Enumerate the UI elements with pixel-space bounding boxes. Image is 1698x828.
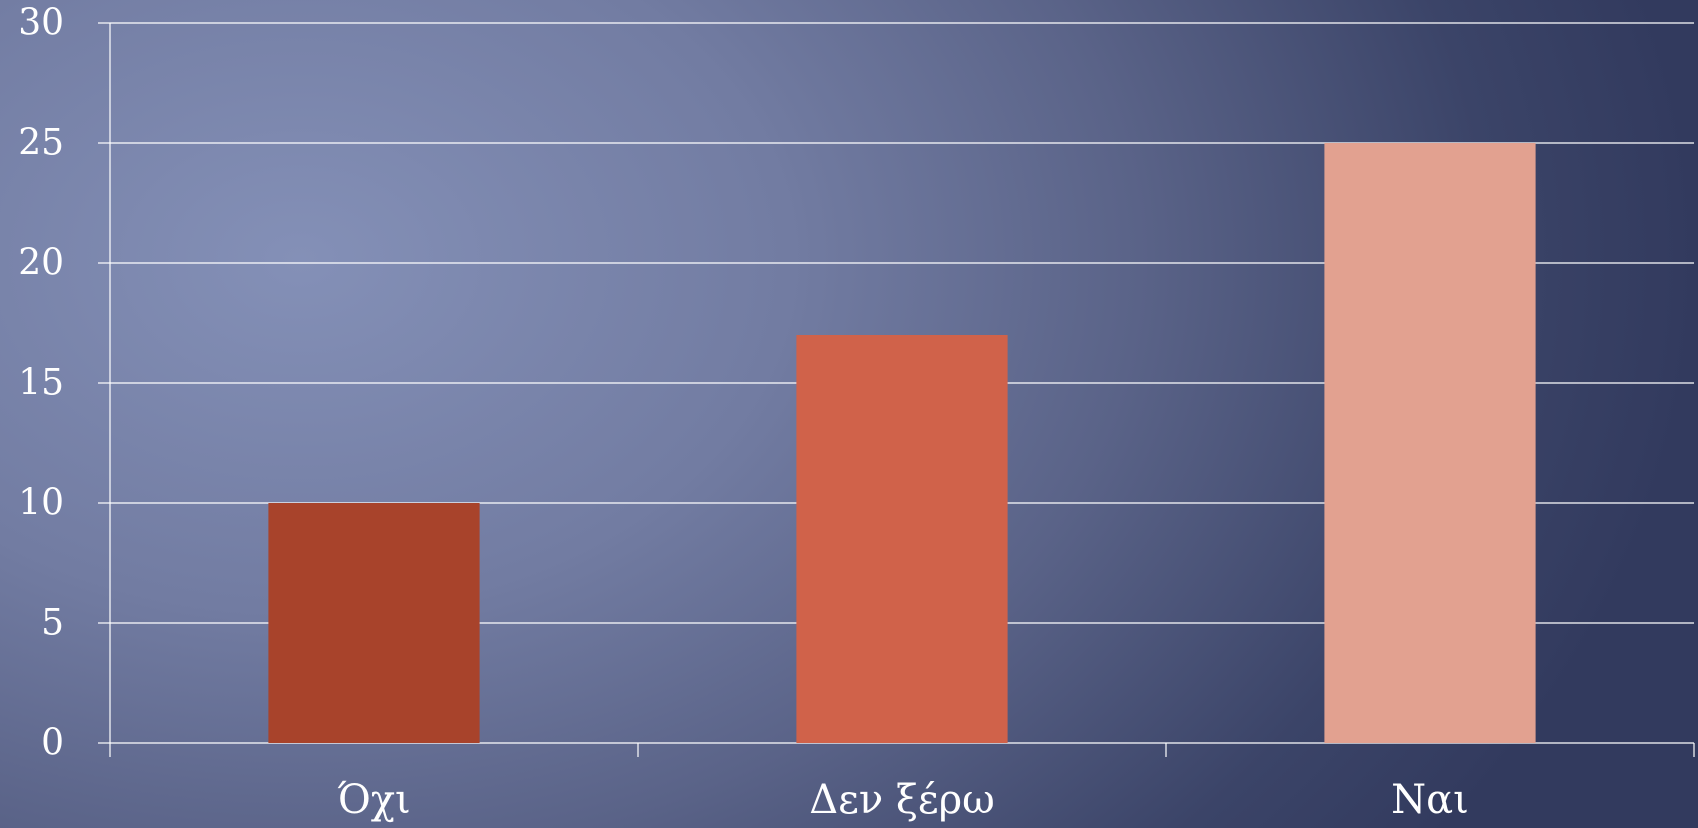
bars	[268, 143, 1536, 743]
y-tick-label: 0	[41, 723, 64, 764]
y-tick-label: 15	[18, 363, 64, 404]
y-tick-labels: 0 5 10 15 20 25 30	[18, 3, 64, 764]
bar-1	[268, 503, 480, 743]
category-label: Όχι	[337, 777, 410, 823]
y-tick-label: 10	[18, 483, 64, 524]
category-labels: Όχι Δεν ξέρω Ναι	[337, 777, 1469, 823]
category-label: Ναι	[1391, 777, 1469, 823]
y-tick-label: 5	[41, 603, 64, 644]
bar-3	[1324, 143, 1536, 743]
y-tick-label: 30	[18, 3, 64, 44]
y-tick-label: 20	[18, 243, 64, 284]
category-label: Δεν ξέρω	[809, 777, 995, 823]
y-tick-label: 25	[18, 123, 64, 164]
bar-2	[796, 335, 1008, 743]
